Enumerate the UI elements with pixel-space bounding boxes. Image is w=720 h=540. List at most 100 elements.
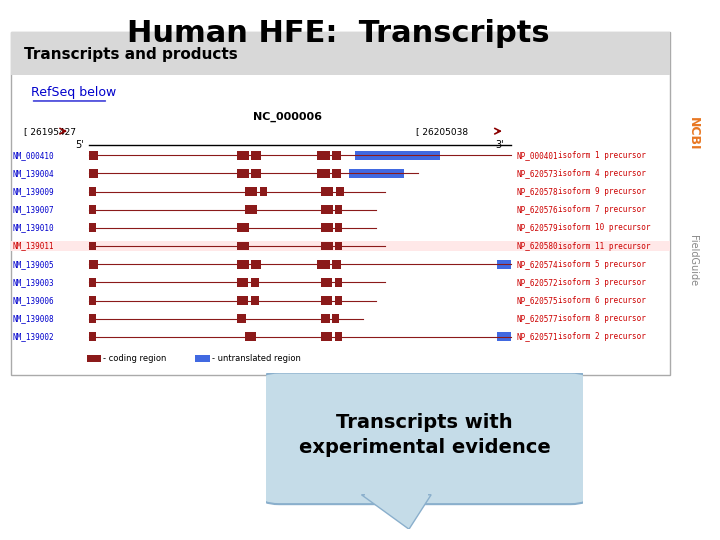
Bar (89, 205, 96, 214)
Bar (321, 333, 332, 341)
Text: Transcripts with
experimental evidence: Transcripts with experimental evidence (299, 413, 551, 457)
Text: NP_620574: NP_620574 (517, 260, 559, 269)
Bar (317, 151, 330, 160)
Text: [ 26195427: [ 26195427 (24, 127, 76, 136)
Bar (332, 151, 341, 160)
Text: RefSeq below: RefSeq below (30, 86, 116, 99)
Bar (335, 224, 342, 232)
Text: isoform 5 precursor: isoform 5 precursor (557, 260, 645, 269)
Text: NP_620572: NP_620572 (517, 278, 559, 287)
Text: NCBI: NCBI (686, 117, 700, 151)
Bar (89, 241, 96, 251)
Bar (321, 278, 332, 287)
Text: isoform 7 precursor: isoform 7 precursor (557, 205, 645, 214)
Bar (317, 260, 330, 269)
Bar (11, 241, 670, 251)
Bar (245, 205, 257, 214)
Bar (89, 296, 96, 305)
Text: NM_139004: NM_139004 (13, 169, 55, 178)
Text: NP_620577: NP_620577 (517, 314, 559, 323)
Text: isoform 11 precursor: isoform 11 precursor (557, 241, 650, 251)
FancyBboxPatch shape (260, 373, 590, 504)
Text: Transcripts and products: Transcripts and products (24, 46, 238, 62)
Bar (332, 260, 341, 269)
Text: NM_139009: NM_139009 (13, 187, 55, 196)
Bar (237, 260, 249, 269)
Text: NM_139006: NM_139006 (13, 296, 55, 305)
Text: - coding region: - coding region (103, 354, 166, 363)
Bar (237, 314, 246, 323)
Text: isoform 6 precursor: isoform 6 precursor (557, 296, 645, 305)
Bar (251, 151, 261, 160)
Text: NM_139002: NM_139002 (13, 333, 55, 341)
Text: NP_000401: NP_000401 (517, 151, 559, 160)
Text: isoform 1 precursor: isoform 1 precursor (557, 151, 645, 160)
Bar (332, 169, 341, 178)
Text: NM_139003: NM_139003 (13, 278, 55, 287)
Bar (497, 260, 511, 269)
FancyBboxPatch shape (11, 32, 670, 375)
Bar (245, 187, 257, 196)
Text: NP_620579: NP_620579 (517, 224, 559, 232)
Text: NM_139008: NM_139008 (13, 314, 55, 323)
Bar (89, 151, 98, 160)
Text: Human HFE:  Transcripts: Human HFE: Transcripts (127, 19, 549, 48)
Bar (321, 241, 333, 251)
Bar (11, 32, 670, 75)
Bar (335, 333, 342, 341)
Bar (321, 296, 332, 305)
Bar (237, 241, 249, 251)
Text: NM_139007: NM_139007 (13, 205, 55, 214)
Text: NM_139005: NM_139005 (13, 260, 55, 269)
Bar (89, 314, 96, 323)
Bar (89, 260, 98, 269)
Bar (237, 278, 248, 287)
Text: - untranslated region: - untranslated region (212, 354, 301, 363)
Text: NP_620580: NP_620580 (517, 241, 559, 251)
Text: NP_620578: NP_620578 (517, 187, 559, 196)
Bar (364, 492, 428, 496)
Bar (245, 333, 256, 341)
Bar (89, 333, 96, 341)
Bar (195, 355, 210, 362)
Bar (260, 187, 267, 196)
Bar (321, 314, 330, 323)
Text: isoform 3 precursor: isoform 3 precursor (557, 278, 645, 287)
Bar (237, 224, 249, 232)
Bar (237, 169, 249, 178)
Text: [ 26205038: [ 26205038 (416, 127, 468, 136)
Bar (355, 151, 440, 160)
Bar (335, 241, 342, 251)
Bar (336, 187, 343, 196)
Bar (89, 169, 98, 178)
Bar (86, 355, 101, 362)
Bar (237, 151, 249, 160)
Bar (335, 205, 342, 214)
Text: 3': 3' (495, 140, 504, 150)
Text: NP_620573: NP_620573 (517, 169, 559, 178)
Text: NC_000006: NC_000006 (253, 111, 322, 122)
Bar (89, 224, 96, 232)
Polygon shape (361, 495, 431, 529)
Text: NM_000410: NM_000410 (13, 151, 55, 160)
Text: NP_620571: NP_620571 (517, 333, 559, 341)
Text: isoform 10 precursor: isoform 10 precursor (557, 224, 650, 232)
Bar (335, 296, 342, 305)
Text: isoform 9 precursor: isoform 9 precursor (557, 187, 645, 196)
Bar (335, 278, 342, 287)
Text: NM_139010: NM_139010 (13, 224, 55, 232)
Bar (497, 333, 511, 341)
Bar (332, 314, 339, 323)
Bar (321, 224, 333, 232)
Text: isoform 8 precursor: isoform 8 precursor (557, 314, 645, 323)
Bar (89, 187, 96, 196)
Bar (348, 169, 404, 178)
Text: NP_620575: NP_620575 (517, 296, 559, 305)
Bar (317, 169, 330, 178)
Bar (237, 296, 248, 305)
Bar (251, 278, 258, 287)
Bar (89, 278, 96, 287)
Text: NM_139011: NM_139011 (13, 241, 55, 251)
Bar (251, 296, 258, 305)
Bar (321, 187, 333, 196)
